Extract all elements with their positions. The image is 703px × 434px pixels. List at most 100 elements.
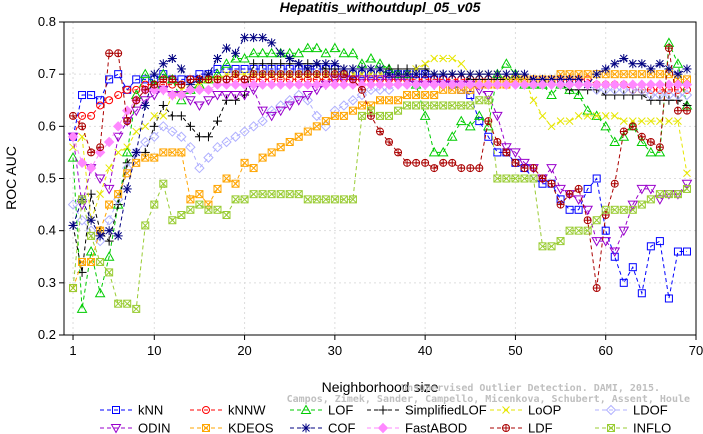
legend-item-fastabod: FastABOD	[367, 421, 467, 434]
legend-item-knnw: kNNW	[190, 403, 266, 418]
data-point-loop	[674, 117, 682, 125]
data-point-inflo	[276, 190, 285, 199]
data-point-knn	[114, 70, 123, 79]
data-point-knn	[240, 64, 249, 73]
data-point-cof	[222, 43, 232, 53]
data-point-fastabod	[528, 79, 539, 90]
data-point-lof	[329, 42, 341, 53]
data-point-lof	[293, 47, 305, 58]
data-point-inflo	[430, 101, 439, 110]
data-point-inflo	[303, 195, 312, 204]
data-point-inflo	[664, 190, 673, 199]
legend-label: LDF	[528, 421, 553, 434]
data-point-odin	[103, 184, 115, 195]
data-point-inflo	[529, 174, 538, 183]
data-point-ldof	[176, 131, 187, 142]
data-point-ldf	[529, 164, 538, 173]
data-point-ldf	[628, 122, 637, 131]
data-point-fastabod	[483, 79, 494, 90]
data-point-lof	[311, 42, 323, 53]
data-point-lof	[365, 52, 377, 63]
legend-label: INFLO	[633, 421, 671, 434]
data-point-fastabod	[636, 79, 648, 90]
series-line-lof	[72, 42, 688, 309]
data-point-cof	[655, 59, 665, 69]
data-point-ldf	[285, 70, 294, 79]
data-point-odin	[266, 111, 278, 122]
data-point-ldof	[329, 105, 341, 116]
legend-label: kNN	[138, 403, 163, 418]
y-tick-label: 0.2	[38, 327, 56, 342]
data-point-fastabod	[419, 79, 431, 90]
data-point-fastabod	[591, 79, 602, 90]
data-point-inflo	[547, 242, 556, 251]
data-point-kdeos	[330, 111, 339, 120]
data-point-fastabod	[194, 84, 205, 96]
data-point-inflo	[448, 101, 457, 110]
data-point-inflo	[682, 184, 691, 193]
data-point-knn	[132, 75, 141, 84]
data-point-simplifiedlof	[176, 111, 186, 121]
data-point-fastabod	[257, 79, 268, 90]
data-point-ldf	[556, 200, 565, 209]
data-point-fastabod	[609, 79, 620, 90]
data-point-odin	[573, 195, 584, 205]
data-point-ldf	[213, 75, 222, 84]
x-tick-label: 1	[69, 343, 76, 358]
legend-label: FastABOD	[405, 421, 467, 434]
data-point-knnw	[123, 85, 132, 94]
data-point-ldf	[511, 158, 520, 167]
data-point-fastabod	[293, 79, 304, 90]
y-tick-label: 0.8	[38, 14, 56, 29]
data-point-ldof	[221, 136, 232, 148]
data-point-ldof	[672, 89, 684, 101]
data-point-ldf	[385, 137, 394, 146]
data-point-knn	[565, 205, 574, 214]
data-point-lof	[636, 136, 648, 146]
data-point-fastabod	[374, 79, 386, 90]
data-point-inflo	[96, 257, 105, 266]
data-point-inflo	[285, 190, 294, 199]
data-point-fastabod	[311, 79, 323, 90]
data-point-lof	[338, 47, 350, 58]
data-point-inflo	[177, 211, 186, 220]
data-point-kdeos	[240, 158, 249, 167]
data-point-ldf	[574, 184, 583, 193]
data-point-inflo	[592, 216, 601, 225]
data-point-ldf	[646, 137, 655, 146]
data-point-cof	[402, 69, 412, 79]
data-point-ldf	[664, 44, 673, 53]
data-point-lof	[176, 94, 187, 105]
data-point-kdeos	[610, 70, 619, 79]
data-point-loop	[619, 117, 628, 125]
data-point-fastabod	[537, 79, 548, 90]
data-point-cof	[348, 64, 358, 74]
data-point-kdeos	[249, 164, 258, 173]
data-point-cof	[519, 69, 529, 79]
data-point-fastabod	[428, 79, 440, 90]
data-point-kdeos	[267, 148, 276, 157]
data-point-ldf	[619, 127, 628, 136]
data-point-odin	[293, 96, 305, 106]
data-point-ldof	[239, 126, 250, 137]
data-point-fastabod	[365, 79, 377, 90]
data-point-cof	[330, 59, 340, 69]
data-point-odin	[194, 101, 205, 111]
data-point-cof	[176, 64, 186, 74]
data-point-ldof	[149, 131, 160, 142]
data-point-inflo	[348, 195, 357, 204]
data-point-cof	[628, 59, 638, 69]
data-point-ldf	[312, 70, 321, 79]
data-point-kdeos	[276, 143, 285, 152]
data-point-odin	[600, 237, 612, 247]
data-point-inflo	[673, 190, 682, 199]
data-point-ldf	[348, 75, 357, 84]
data-point-lof	[248, 47, 259, 58]
data-point-inflo	[475, 96, 484, 105]
data-point-kdeos	[285, 137, 294, 146]
data-point-ldf	[78, 122, 87, 131]
data-point-loop	[529, 96, 538, 105]
data-point-kdeos	[376, 96, 384, 105]
data-point-cof	[393, 69, 403, 79]
x-tick-label: 40	[418, 343, 432, 358]
